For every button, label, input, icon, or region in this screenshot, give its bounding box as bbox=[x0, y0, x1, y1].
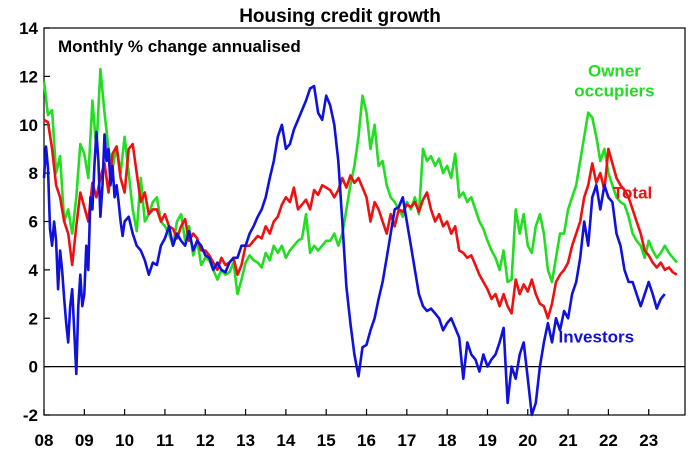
y-tick-label: 0 bbox=[29, 358, 38, 377]
y-axis: -2 0 2 4 6 8 10 12 14 bbox=[19, 19, 50, 425]
series-label-line: Investors bbox=[559, 327, 635, 346]
x-tick-label: 13 bbox=[236, 431, 255, 450]
y-tick-label: 4 bbox=[29, 261, 39, 280]
series-line-investors bbox=[42, 84, 666, 417]
chart-subtitle: Monthly % change annualised bbox=[58, 37, 301, 56]
x-axis: 08 09 10 11 12 13 14 15 16 17 18 19 20 21 22 23 bbox=[35, 409, 658, 450]
series-label-total: Total bbox=[613, 184, 652, 203]
x-tick-label: 09 bbox=[75, 431, 94, 450]
series-label-line: Owner bbox=[588, 61, 641, 80]
y-tick-label: 10 bbox=[19, 116, 38, 135]
x-tick-label: 15 bbox=[317, 431, 336, 450]
x-tick-label: 20 bbox=[518, 431, 537, 450]
y-tick-label: 14 bbox=[19, 19, 38, 38]
y-tick-label: 8 bbox=[29, 164, 38, 183]
x-tick-label: 08 bbox=[35, 431, 54, 450]
x-tick-label: 12 bbox=[196, 431, 215, 450]
x-tick-label: 10 bbox=[115, 431, 134, 450]
series-label-line: occupiers bbox=[574, 81, 654, 100]
x-tick-label: 14 bbox=[276, 431, 295, 450]
x-tick-label: 23 bbox=[639, 431, 658, 450]
x-tick-label: 17 bbox=[397, 431, 416, 450]
x-tick-label: 11 bbox=[156, 431, 174, 450]
y-tick-label: -2 bbox=[23, 406, 38, 425]
y-tick-label: 12 bbox=[19, 67, 38, 86]
series-lines bbox=[42, 67, 678, 417]
x-tick-label: 18 bbox=[438, 431, 457, 450]
chart-title: Housing credit growth bbox=[239, 6, 441, 27]
series-labels: Owner occupiers Total Investors bbox=[559, 61, 655, 346]
x-tick-label: 19 bbox=[478, 431, 497, 450]
y-tick-label: 2 bbox=[29, 309, 38, 328]
x-tick-label: 16 bbox=[357, 431, 376, 450]
series-label-owner-occupiers: Owner occupiers bbox=[574, 61, 654, 100]
series-label-line: Total bbox=[613, 184, 652, 203]
series-label-investors: Investors bbox=[559, 327, 635, 346]
x-tick-label: 22 bbox=[599, 431, 618, 450]
series-line-total bbox=[43, 118, 678, 320]
x-tick-label: 21 bbox=[559, 431, 578, 450]
y-tick-label: 6 bbox=[29, 213, 38, 232]
